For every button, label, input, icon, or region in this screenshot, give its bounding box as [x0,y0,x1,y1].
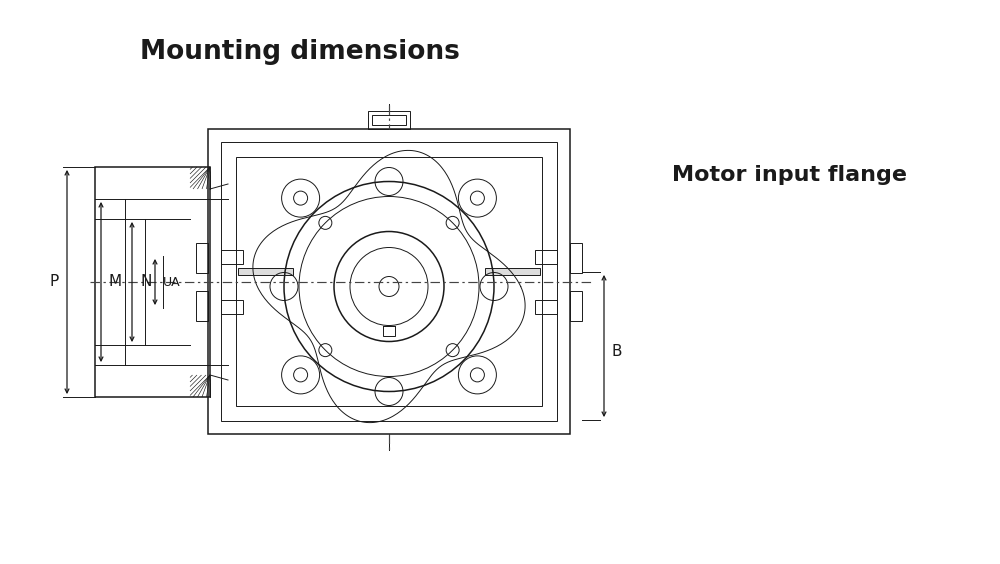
Text: M: M [108,275,122,289]
Bar [221,300,243,314]
Text: Motor input flange: Motor input flange [672,165,908,185]
Bar [570,291,582,321]
Bar [221,250,243,264]
Text: N: N [140,275,152,289]
Bar [570,243,582,273]
Bar [372,115,406,125]
Bar [208,129,570,434]
Bar [383,325,395,336]
Bar [368,111,410,129]
Text: B: B [612,343,622,359]
Bar [95,167,210,397]
Text: P: P [49,275,59,289]
Text: Mounting dimensions: Mounting dimensions [140,39,460,65]
Bar [535,250,557,264]
Bar [196,243,208,273]
Bar [535,300,557,314]
Text: UA: UA [163,275,181,289]
Bar [238,268,293,275]
Bar [196,291,208,321]
Bar [221,142,557,421]
Bar [236,157,542,406]
Bar [485,268,540,275]
